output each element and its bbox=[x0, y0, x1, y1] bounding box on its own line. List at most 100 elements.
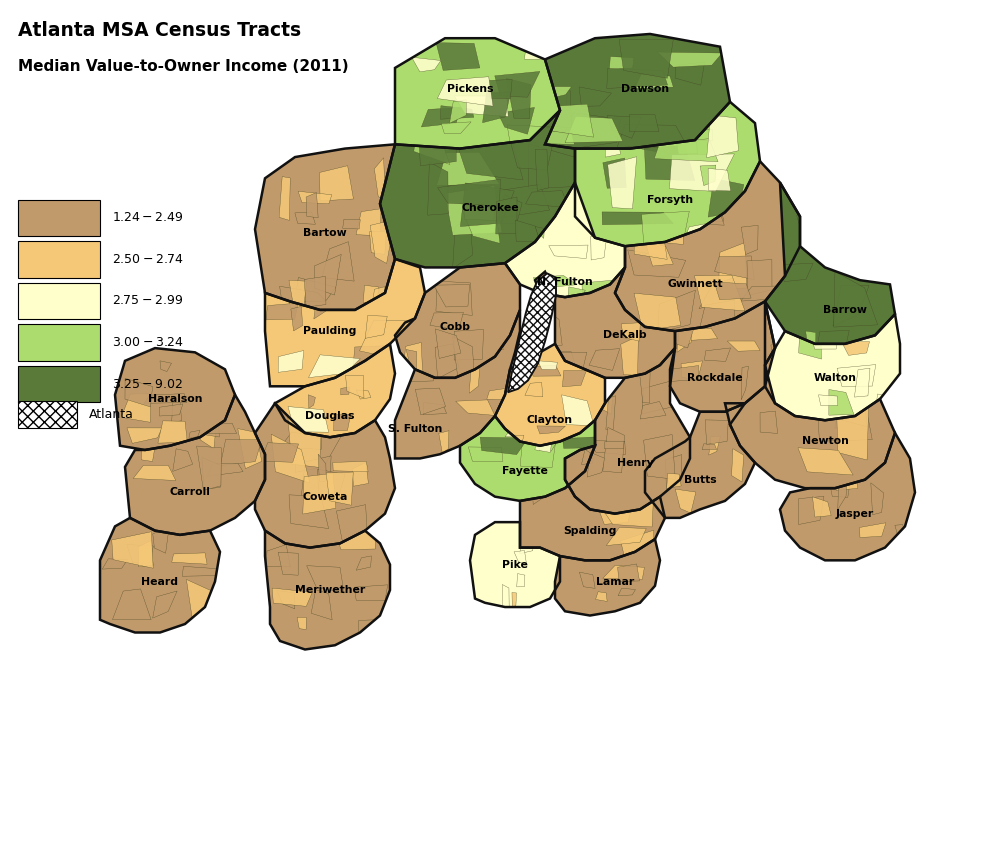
Polygon shape bbox=[798, 447, 853, 475]
Polygon shape bbox=[272, 588, 312, 606]
Polygon shape bbox=[640, 402, 666, 419]
Polygon shape bbox=[603, 158, 626, 188]
Polygon shape bbox=[525, 382, 543, 396]
Polygon shape bbox=[628, 250, 686, 278]
Polygon shape bbox=[354, 585, 388, 601]
Polygon shape bbox=[125, 379, 153, 407]
Bar bbox=[18, 200, 100, 236]
Polygon shape bbox=[380, 110, 575, 267]
Polygon shape bbox=[548, 86, 567, 107]
Polygon shape bbox=[462, 210, 500, 244]
Polygon shape bbox=[318, 469, 345, 503]
Polygon shape bbox=[598, 507, 632, 525]
Polygon shape bbox=[608, 157, 637, 209]
Text: Atlanta: Atlanta bbox=[89, 408, 134, 421]
Polygon shape bbox=[528, 143, 591, 188]
Text: Lamar: Lamar bbox=[596, 576, 634, 587]
Polygon shape bbox=[806, 331, 816, 348]
Polygon shape bbox=[172, 553, 207, 565]
Polygon shape bbox=[708, 178, 744, 217]
Polygon shape bbox=[549, 87, 571, 98]
Polygon shape bbox=[517, 574, 525, 587]
Polygon shape bbox=[284, 265, 335, 308]
Text: $2.75 - $2.99: $2.75 - $2.99 bbox=[112, 295, 183, 307]
Polygon shape bbox=[278, 351, 304, 373]
Polygon shape bbox=[537, 129, 574, 144]
Polygon shape bbox=[359, 320, 415, 363]
Polygon shape bbox=[793, 366, 852, 419]
Text: Newton: Newton bbox=[802, 436, 848, 447]
Polygon shape bbox=[602, 212, 673, 225]
Polygon shape bbox=[675, 62, 705, 85]
Polygon shape bbox=[374, 158, 385, 201]
Polygon shape bbox=[303, 474, 336, 514]
Polygon shape bbox=[765, 314, 900, 420]
Polygon shape bbox=[895, 525, 907, 541]
Polygon shape bbox=[464, 206, 504, 221]
Polygon shape bbox=[621, 134, 658, 152]
Polygon shape bbox=[686, 328, 718, 340]
Polygon shape bbox=[582, 449, 592, 464]
Polygon shape bbox=[370, 231, 386, 255]
Polygon shape bbox=[437, 152, 500, 185]
Polygon shape bbox=[799, 324, 822, 359]
Polygon shape bbox=[127, 428, 162, 443]
Polygon shape bbox=[700, 165, 716, 186]
Polygon shape bbox=[535, 227, 569, 249]
Polygon shape bbox=[607, 68, 668, 88]
Text: Cherokee: Cherokee bbox=[461, 203, 519, 213]
Polygon shape bbox=[421, 108, 460, 127]
Polygon shape bbox=[266, 303, 298, 320]
Polygon shape bbox=[121, 394, 151, 422]
Polygon shape bbox=[502, 584, 509, 609]
Polygon shape bbox=[677, 316, 693, 352]
Polygon shape bbox=[725, 301, 895, 488]
Polygon shape bbox=[301, 456, 331, 498]
Polygon shape bbox=[837, 364, 876, 386]
Polygon shape bbox=[304, 276, 326, 307]
Text: Pickens: Pickens bbox=[447, 84, 493, 94]
Polygon shape bbox=[829, 391, 867, 427]
Polygon shape bbox=[100, 518, 220, 633]
Polygon shape bbox=[255, 403, 395, 548]
Polygon shape bbox=[603, 565, 644, 579]
Polygon shape bbox=[838, 469, 847, 509]
Polygon shape bbox=[460, 416, 595, 501]
Polygon shape bbox=[363, 285, 379, 304]
Text: S. Fulton: S. Fulton bbox=[388, 424, 442, 434]
Polygon shape bbox=[266, 544, 290, 567]
Polygon shape bbox=[238, 429, 262, 469]
Polygon shape bbox=[395, 310, 520, 458]
Polygon shape bbox=[265, 259, 425, 386]
Polygon shape bbox=[591, 233, 607, 260]
Polygon shape bbox=[159, 404, 183, 416]
Polygon shape bbox=[555, 539, 660, 616]
Text: Median Value-to-Owner Income (2011): Median Value-to-Owner Income (2011) bbox=[18, 59, 349, 75]
Polygon shape bbox=[837, 402, 869, 460]
Polygon shape bbox=[699, 278, 734, 308]
Text: $2.50 - $2.74: $2.50 - $2.74 bbox=[112, 253, 183, 266]
Polygon shape bbox=[438, 179, 500, 206]
Polygon shape bbox=[365, 316, 387, 339]
Polygon shape bbox=[115, 348, 235, 450]
Polygon shape bbox=[439, 430, 449, 453]
Text: Dawson: Dawson bbox=[621, 84, 669, 94]
Polygon shape bbox=[359, 620, 374, 633]
Polygon shape bbox=[506, 78, 531, 119]
Polygon shape bbox=[530, 351, 576, 367]
Polygon shape bbox=[410, 349, 435, 382]
Polygon shape bbox=[615, 161, 800, 331]
Polygon shape bbox=[644, 435, 675, 480]
Polygon shape bbox=[311, 590, 332, 620]
Polygon shape bbox=[842, 341, 870, 356]
Polygon shape bbox=[645, 403, 755, 518]
Polygon shape bbox=[596, 592, 607, 601]
Polygon shape bbox=[437, 76, 493, 106]
Text: Cobb: Cobb bbox=[440, 322, 471, 332]
Polygon shape bbox=[621, 531, 654, 565]
Polygon shape bbox=[545, 34, 730, 149]
Text: Butts: Butts bbox=[684, 475, 716, 485]
Polygon shape bbox=[412, 57, 441, 72]
Polygon shape bbox=[645, 240, 673, 266]
Text: N. Fulton: N. Fulton bbox=[537, 277, 593, 287]
